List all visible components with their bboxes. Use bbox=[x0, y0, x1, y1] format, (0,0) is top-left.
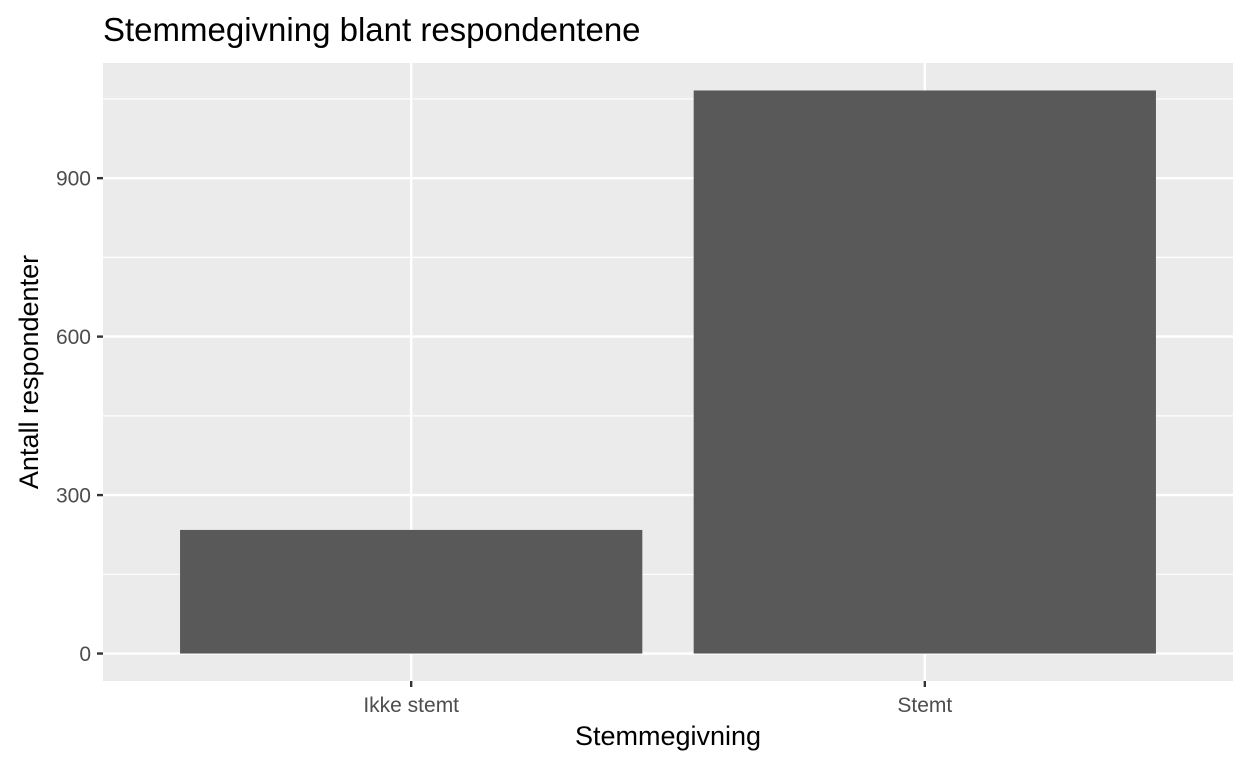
y-axis-title: Antall respondenter bbox=[14, 255, 44, 489]
x-axis: Ikke stemt Stemt bbox=[363, 681, 952, 717]
chart-title: Stemmegivning blant respondentene bbox=[103, 11, 641, 48]
y-tick-label: 900 bbox=[56, 168, 91, 191]
y-tick-label: 0 bbox=[79, 643, 91, 666]
x-tick-label: Ikke stemt bbox=[363, 694, 459, 717]
bars bbox=[180, 90, 1156, 654]
y-axis: 0 300 600 900 bbox=[56, 168, 103, 666]
x-tick-label: Stemt bbox=[897, 694, 952, 717]
y-tick-label: 600 bbox=[56, 326, 91, 349]
bar-stemt bbox=[693, 90, 1156, 654]
x-axis-title: Stemmegivning bbox=[575, 721, 761, 751]
bar-ikke-stemt bbox=[180, 529, 643, 654]
y-tick-label: 300 bbox=[56, 485, 91, 508]
